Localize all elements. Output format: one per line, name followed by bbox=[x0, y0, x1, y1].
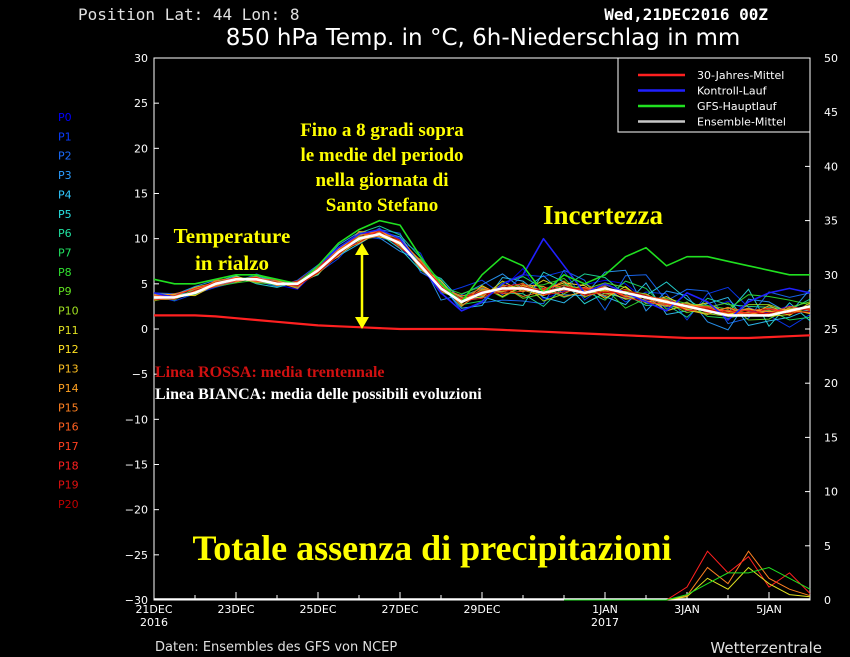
legend-label: Kontroll-Lauf bbox=[697, 85, 768, 98]
x-tick-label: 23DEC bbox=[217, 603, 254, 616]
legend-label: Ensemble-Mittel bbox=[697, 116, 786, 129]
member-label: P9 bbox=[58, 285, 72, 298]
left-y-axis: 30 25 20 15 10 5 0 −5 −10 −15 −20 −25 −30 bbox=[125, 52, 159, 607]
series-line-gfs-hauptlauf bbox=[153, 219, 810, 303]
left-tick-label: −20 bbox=[125, 504, 148, 517]
left-tick-label: 25 bbox=[134, 97, 148, 110]
peak-arrow-head-down bbox=[355, 317, 369, 329]
series-line-ensemble-mittel bbox=[154, 232, 811, 317]
x-tick-label: 5JAN bbox=[756, 603, 782, 616]
right-tick-label: 40 bbox=[824, 160, 838, 173]
member-label: P14 bbox=[58, 382, 79, 395]
left-tick-label: −15 bbox=[125, 459, 148, 472]
left-tick-label: 0 bbox=[141, 323, 148, 336]
x-tick-label: 27DEC bbox=[381, 603, 418, 616]
member-label: P3 bbox=[58, 169, 72, 182]
right-tick-label: 15 bbox=[824, 431, 838, 444]
member-label: P20 bbox=[58, 498, 79, 511]
member-label: P7 bbox=[58, 246, 72, 259]
right-tick-label: 35 bbox=[824, 215, 838, 228]
member-label: P6 bbox=[58, 227, 72, 240]
position-label: Position Lat: 44 Lon: 8 bbox=[78, 5, 300, 24]
right-tick-label: 45 bbox=[824, 106, 838, 119]
data-source: Daten: Ensembles des GFS von NCEP bbox=[155, 640, 397, 655]
right-tick-label: 30 bbox=[824, 269, 838, 282]
member-label: P4 bbox=[58, 188, 72, 201]
member-label: P1 bbox=[58, 130, 72, 143]
member-line-P17 bbox=[153, 230, 811, 316]
left-tick-label: 5 bbox=[141, 278, 148, 291]
annotation-uncertainty: Incertezza bbox=[543, 200, 663, 230]
annotation-temp-rise-line1: Temperature bbox=[174, 224, 291, 248]
x-tick-label: 25DEC bbox=[299, 603, 336, 616]
right-tick-label: 10 bbox=[824, 486, 838, 499]
right-tick-label: 25 bbox=[824, 323, 838, 336]
right-tick-label: 20 bbox=[824, 377, 838, 390]
left-tick-label: 15 bbox=[134, 188, 148, 201]
right-tick-label: 5 bbox=[824, 540, 831, 553]
x-tick-year: 2017 bbox=[591, 616, 619, 629]
left-tick-label: 10 bbox=[134, 233, 148, 246]
annotation-peak-line2: le medie del periodo bbox=[300, 145, 463, 166]
precip-line bbox=[564, 566, 811, 601]
member-label: P5 bbox=[58, 208, 72, 221]
member-label: P19 bbox=[58, 479, 79, 492]
left-tick-label: −25 bbox=[125, 549, 148, 562]
x-tick-year: 2016 bbox=[140, 616, 168, 629]
legend-box bbox=[617, 57, 811, 133]
annotation-peak-line4: Santo Stefano bbox=[326, 195, 438, 216]
member-label: P11 bbox=[58, 324, 79, 337]
member-label: P13 bbox=[58, 363, 79, 376]
brand-label: Wetterzentrale bbox=[710, 639, 822, 657]
left-tick-label: −10 bbox=[125, 413, 148, 426]
member-label: P16 bbox=[58, 421, 79, 434]
annotation-temp-rise-line2: in rialzo bbox=[195, 251, 269, 275]
x-tick-label: 1JAN bbox=[592, 603, 618, 616]
annotation-peak-line1: Fino a 8 gradi sopra bbox=[300, 120, 464, 141]
member-label: P8 bbox=[58, 266, 72, 279]
annotation-white-line: Linea BIANCA: media delle possibili evol… bbox=[155, 386, 482, 403]
member-label: P12 bbox=[58, 343, 79, 356]
left-tick-label: −30 bbox=[125, 594, 148, 607]
legend-items: 30-Jahres-Mittel Kontroll-Lauf GFS-Hauptla… bbox=[638, 69, 786, 129]
peak-arrow bbox=[355, 243, 369, 329]
left-tick-label: 20 bbox=[134, 142, 148, 155]
member-label-column: P0 P1 P2 P3 P4 P5 P6 P7 P8 P9 P10 P11 P12 P13 P14 P15 P1… bbox=[58, 111, 79, 511]
annotation-red-line: Linea ROSSA: media trentennale bbox=[155, 364, 384, 381]
member-label: P15 bbox=[58, 401, 79, 414]
run-date: Wed,21DEC2016 00Z bbox=[604, 5, 768, 24]
peak-arrow-head-up bbox=[355, 243, 369, 255]
chart-title: 850 hPa Temp. in °C, 6h-Niederschlag in … bbox=[226, 25, 741, 51]
x-tick-label: 3JAN bbox=[674, 603, 700, 616]
legend-label: GFS-Hauptlauf bbox=[697, 100, 778, 113]
member-label: P10 bbox=[58, 305, 79, 318]
annotation-peak-line3: nella giornata di bbox=[315, 170, 448, 191]
member-label: P17 bbox=[58, 440, 79, 453]
member-label: P18 bbox=[58, 459, 79, 472]
series-line-30-jahres-mittel bbox=[154, 314, 811, 340]
legend-label: 30-Jahres-Mittel bbox=[697, 69, 784, 82]
annotation-precipitation: Totale assenza di precipitazioni bbox=[192, 528, 671, 568]
precipitation-lines bbox=[154, 550, 811, 601]
main-series-lines bbox=[153, 219, 811, 340]
right-tick-label: 0 bbox=[824, 594, 831, 607]
member-label: P0 bbox=[58, 111, 72, 124]
member-label: P2 bbox=[58, 150, 72, 163]
precip-line bbox=[564, 566, 811, 601]
left-tick-label: 30 bbox=[134, 52, 148, 65]
left-tick-label: −5 bbox=[132, 368, 148, 381]
x-tick-label: 29DEC bbox=[463, 603, 500, 616]
x-tick-label: 21DEC bbox=[135, 603, 172, 616]
right-tick-label: 50 bbox=[824, 52, 838, 65]
legend: 30-Jahres-Mittel Kontroll-Lauf GFS-Hauptla… bbox=[617, 57, 811, 133]
